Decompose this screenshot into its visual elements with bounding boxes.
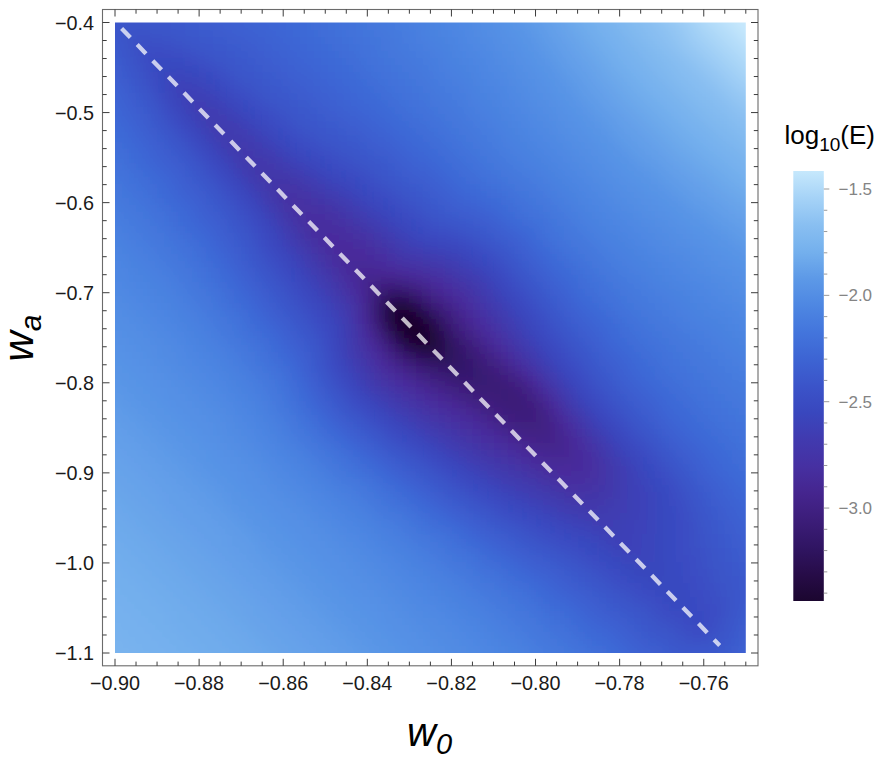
- svg-text:−0.8: −0.8: [55, 372, 94, 394]
- svg-text:−0.90: −0.90: [90, 672, 140, 694]
- svg-text:−1.0: −1.0: [55, 552, 94, 574]
- svg-text:−0.9: −0.9: [55, 462, 94, 484]
- svg-text:−0.78: −0.78: [595, 672, 645, 694]
- svg-text:−0.82: −0.82: [426, 672, 476, 694]
- svg-text:−0.7: −0.7: [55, 282, 94, 304]
- svg-text:−0.5: −0.5: [55, 102, 94, 124]
- svg-text:−0.80: −0.80: [510, 672, 560, 694]
- svg-text:−0.4: −0.4: [55, 12, 94, 34]
- svg-text:−2.0: −2.0: [839, 286, 873, 305]
- svg-text:−1.1: −1.1: [55, 642, 94, 664]
- svg-text:−1.5: −1.5: [839, 180, 873, 199]
- svg-text:−0.76: −0.76: [679, 672, 729, 694]
- svg-text:−3.0: −3.0: [839, 499, 873, 518]
- svg-text:−2.5: −2.5: [839, 393, 873, 412]
- svg-text:−0.6: −0.6: [55, 192, 94, 214]
- svg-text:−0.86: −0.86: [258, 672, 308, 694]
- svg-text:−0.84: −0.84: [342, 672, 392, 694]
- svg-text:−0.88: −0.88: [174, 672, 224, 694]
